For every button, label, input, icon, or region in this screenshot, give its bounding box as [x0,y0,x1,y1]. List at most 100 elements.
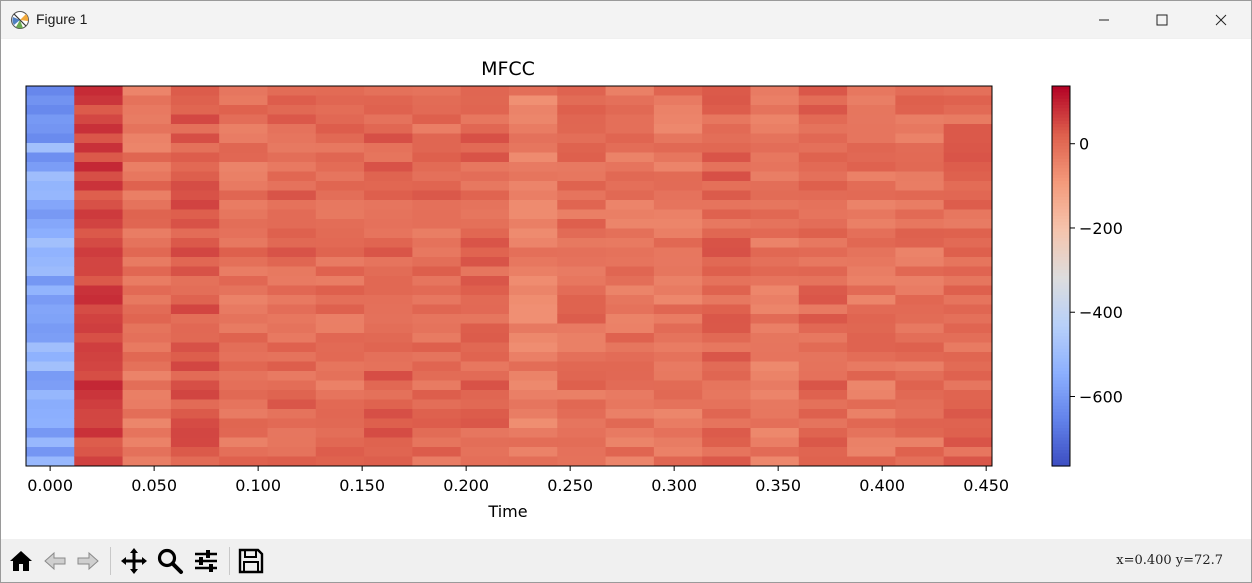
heatmap-cell [943,152,993,163]
heatmap-cell [26,257,75,267]
heatmap-cell [267,390,317,400]
heatmap-cell [798,371,848,381]
heatmap-cell [557,124,607,134]
heatmap-cell [895,266,945,277]
heatmap-cell [895,276,945,286]
heatmap-cell [219,285,268,296]
heatmap-cell [364,200,413,210]
heatmap-cell [412,380,462,391]
heatmap-cell [847,304,896,315]
colorbar-segment [1052,399,1070,404]
heatmap-cell [798,228,848,239]
heatmap-cell [605,143,655,153]
axes-frame [25,85,993,467]
colorbar-segment [1052,117,1070,122]
heatmap-cell [315,247,365,258]
heatmap-cell [412,418,462,429]
heatmap-cell [508,361,558,372]
heatmap-cell [219,323,268,334]
heatmap-cell [170,266,220,277]
minimize-button[interactable] [1075,1,1133,38]
heatmap-cell [26,114,75,125]
configure-subplots-button[interactable] [191,546,221,576]
heatmap-cell [750,352,800,362]
home-button[interactable] [6,546,36,576]
heatmap-cell [895,181,945,191]
heatmap-cell [219,266,268,277]
heatmap-cell [412,352,462,362]
colorbar-segment [1052,361,1070,366]
heatmap-cell [798,428,848,438]
x-tick-label: 0.250 [547,476,593,495]
heatmap-cell [460,323,510,334]
heatmap-cell [170,124,220,134]
close-button[interactable] [1192,1,1250,38]
heatmap-cell [74,342,124,353]
heatmap-cell [170,171,220,182]
heatmap-cell [412,190,462,201]
zoom-button[interactable] [155,546,185,576]
heatmap-cell [122,456,172,467]
pan-button[interactable] [119,546,149,576]
heatmap-cell [412,399,462,410]
heatmap-cell [219,143,268,153]
heatmap-cell [605,152,655,163]
heatmap-cell [508,162,558,172]
heatmap-cell [74,418,124,429]
maximize-button[interactable] [1133,1,1191,38]
heatmap-cell [847,352,896,362]
heatmap-cell [750,266,800,277]
heatmap-cell [702,209,751,220]
colorbar-segment [1052,120,1070,125]
heatmap-cell [315,333,365,343]
heatmap-cell [219,162,268,172]
heatmap-cell [508,352,558,362]
heatmap-cell [74,361,124,372]
heatmap-cell [943,171,993,182]
colorbar-segment [1052,307,1070,312]
heatmap-cell [750,361,800,372]
heatmap-cell [895,162,945,172]
heatmap-cell [702,304,751,315]
heatmap-cell [943,95,993,106]
save-button[interactable] [236,546,266,576]
heatmap-cell [412,209,462,220]
colorbar-segment [1052,203,1070,207]
heatmap-cell [557,95,607,106]
heatmap-cell [122,323,172,334]
heatmap-cell [460,105,510,115]
heatmap-cell [847,257,896,267]
heatmap-cell [605,333,655,343]
colorbar-segment [1052,127,1070,131]
heatmap-cell [74,181,124,191]
heatmap-cell [219,456,268,467]
heatmap-cell [74,409,124,419]
heatmap-cell [219,247,268,258]
heatmap-cell [315,276,365,286]
heatmap-cell [122,247,172,258]
heatmap-cell [122,105,172,115]
heatmap-cell [847,190,896,201]
heatmap-cell [847,428,896,438]
figure-canvas[interactable]: MFCC 0.000 0.050 0.100 0.150 0.200 0.250 0.300… [1,39,1251,539]
heatmap-cell [653,257,703,267]
colorbar-segment [1052,412,1070,416]
heatmap-cell [605,86,655,96]
heatmap-cell [267,314,317,324]
back-button[interactable] [40,546,70,576]
colorbar-segment [1052,193,1070,198]
heatmap-cell [412,228,462,239]
heatmap-cell [74,124,124,134]
heatmap-cell [267,276,317,286]
heatmap-cell [653,380,703,391]
heatmap-cell [605,447,655,457]
heatmap-cell [605,190,655,201]
heatmap-cell [943,114,993,125]
heatmap-cell [315,171,365,182]
colorbar-tick-label: 0 [1079,135,1089,154]
heatmap-cell [750,304,800,315]
forward-button[interactable] [73,546,103,576]
heatmap-cell [508,209,558,220]
heatmap-cell [315,285,365,296]
heatmap-cell [605,409,655,419]
